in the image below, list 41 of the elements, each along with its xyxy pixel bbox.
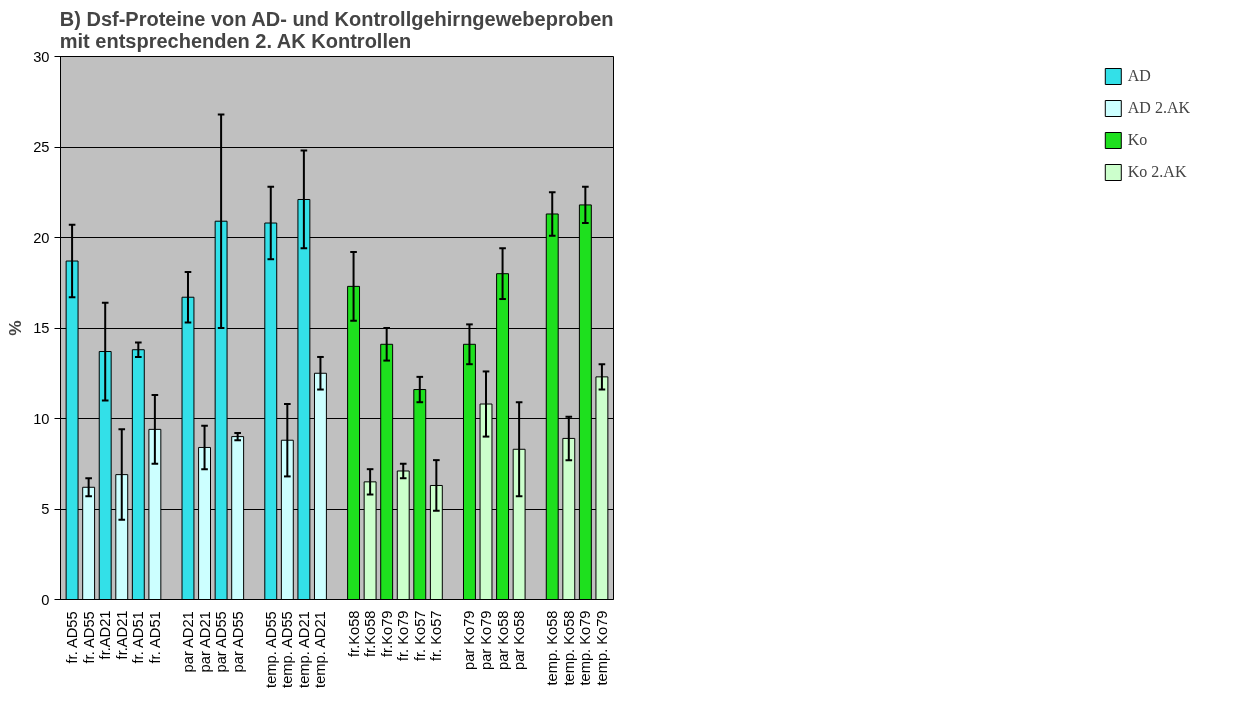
x-tick-label: fr. AD55 [80,611,97,664]
x-tick-label: fr.Ko58 [345,610,362,657]
x-tick-label: par Ko79 [461,610,478,670]
legend-label: Ko 2.AK [1127,163,1187,181]
x-tick-label: temp. Ko58 [544,610,561,686]
y-tick-label: 0 [41,591,50,608]
x-tick-label: fr. Ko57 [428,610,445,662]
x-tick-label: par AD55 [213,611,230,673]
x-tick-label: fr. AD51 [130,611,147,664]
x-tick-label: temp. AD21 [295,611,312,688]
x-tick-label: temp. Ko79 [577,610,594,686]
x-tick-label: temp. Ko58 [560,610,577,686]
x-tick-label: par Ko58 [511,610,528,670]
y-tick-label: 15 [33,320,50,336]
chart-title: B) Dsf-Proteine von AD- und Kontrollgehirngewebeproben mit entsprechenden 2. AK Kontrollen [59,7,614,52]
x-tick-label: temp. AD21 [312,611,329,688]
y-tick-label: 10 [33,410,50,427]
x-tick-label: fr. AD55 [64,611,81,664]
y-tick-label: 30 [33,48,50,65]
legend-label: AD [1127,67,1151,85]
x-tick-label: fr.AD21 [97,610,114,660]
x-tick-label: fr. Ko57 [411,610,428,662]
x-tick-label: fr. Ko79 [395,610,412,662]
legend-label: AD 2.AK [1127,99,1190,117]
x-tick-label: temp. Ko79 [593,610,610,686]
x-tick-label: fr.Ko58 [362,610,379,657]
y-tick-label: 20 [33,229,50,246]
y-tick-label: 25 [33,139,50,155]
x-tick-label: par Ko58 [494,610,511,670]
x-tick-label: temp. AD55 [262,611,279,688]
x-tick-label: temp. AD55 [279,611,296,688]
x-tick-label: fr.Ko79 [378,610,395,657]
y-axis-title: % [5,320,26,336]
legend-label: Ko [1127,131,1148,149]
x-tick-label: fr.AD21 [113,610,130,660]
y-tick-label: 5 [41,501,50,517]
x-tick-label: fr. AD51 [146,611,163,664]
x-tick-label: par Ko79 [478,610,495,670]
x-tick-label: par AD55 [229,611,246,673]
x-tick-label: par AD21 [196,611,213,673]
x-tick-label: par AD21 [179,611,196,673]
